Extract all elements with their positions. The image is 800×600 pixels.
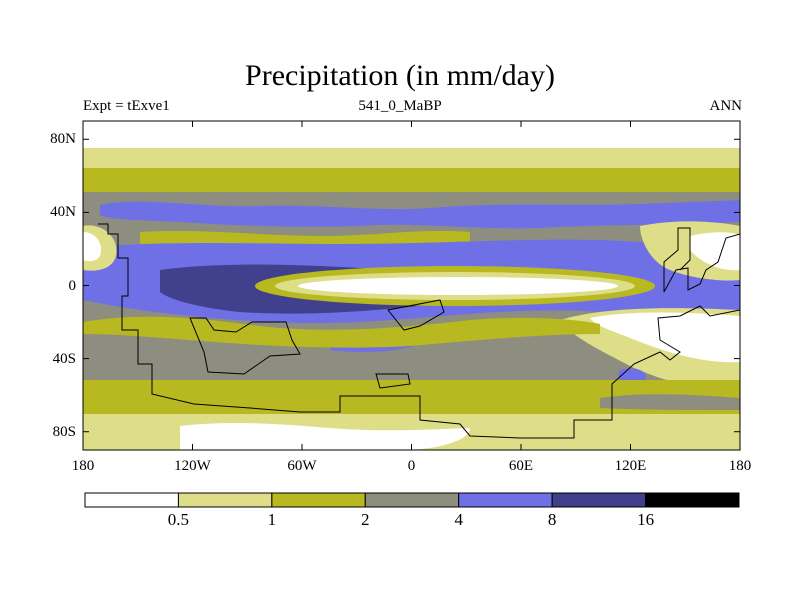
x-tick-label: 120W [174,458,211,474]
continent-outline-small [375,373,411,389]
experiment-label: Expt = tExve1 [83,98,170,114]
colorbar-swatch [84,492,179,508]
chart-title: Precipitation (in mm/day) [245,59,555,92]
colorbar-swatch [458,492,553,508]
x-tick-label: 180 [71,458,95,474]
colorbar-label: 2 [361,510,370,529]
colorbar-label: 1 [267,510,277,529]
y-tick-label: 80N [50,131,76,148]
field-east-dry [590,312,740,363]
colorbar-swatch [177,492,273,508]
x-tick-label: 60W [287,458,317,474]
field-north-band-0.5-1 [83,148,740,170]
axis-ticks [82,121,741,450]
field-south-band-1-2-upper [83,316,600,348]
continent-outline-south [189,317,301,375]
x-tick-label: 0 [407,458,416,474]
y-tick-label: 0 [68,277,77,294]
colorbar [84,492,740,508]
y-tick-label: 80S [52,423,76,440]
colorbar-label: 4 [454,510,463,529]
field-south-gray-patch [600,394,740,410]
field-north-band-1-2 [83,168,740,192]
x-tick-label: 60E [508,458,534,474]
field-ne-dry [690,232,740,271]
field-west-dry [83,232,102,262]
x-tick-label: 180 [728,458,752,474]
y-tick-label: 40N [50,204,76,221]
period-label: 541_0_MaBP [358,98,442,114]
y-tick-label: 40S [52,350,76,367]
colorbar-swatch [645,492,740,508]
field-north-wet-band [100,200,740,229]
field-south-polar-dry [180,422,470,450]
colorbar-swatch [271,492,366,508]
colorbar-swatch [364,492,460,508]
continent-outline [98,223,740,439]
colorbar-label: 16 [637,510,655,529]
colorbar-label: 0.5 [167,510,190,529]
colorbar-label: 8 [547,510,557,529]
continent-outline-equatorial [387,299,445,331]
colorbar-swatch [551,492,647,508]
season-label: ANN [709,98,743,114]
x-tick-label: 120E [614,458,647,474]
field-central-dry [298,277,618,295]
